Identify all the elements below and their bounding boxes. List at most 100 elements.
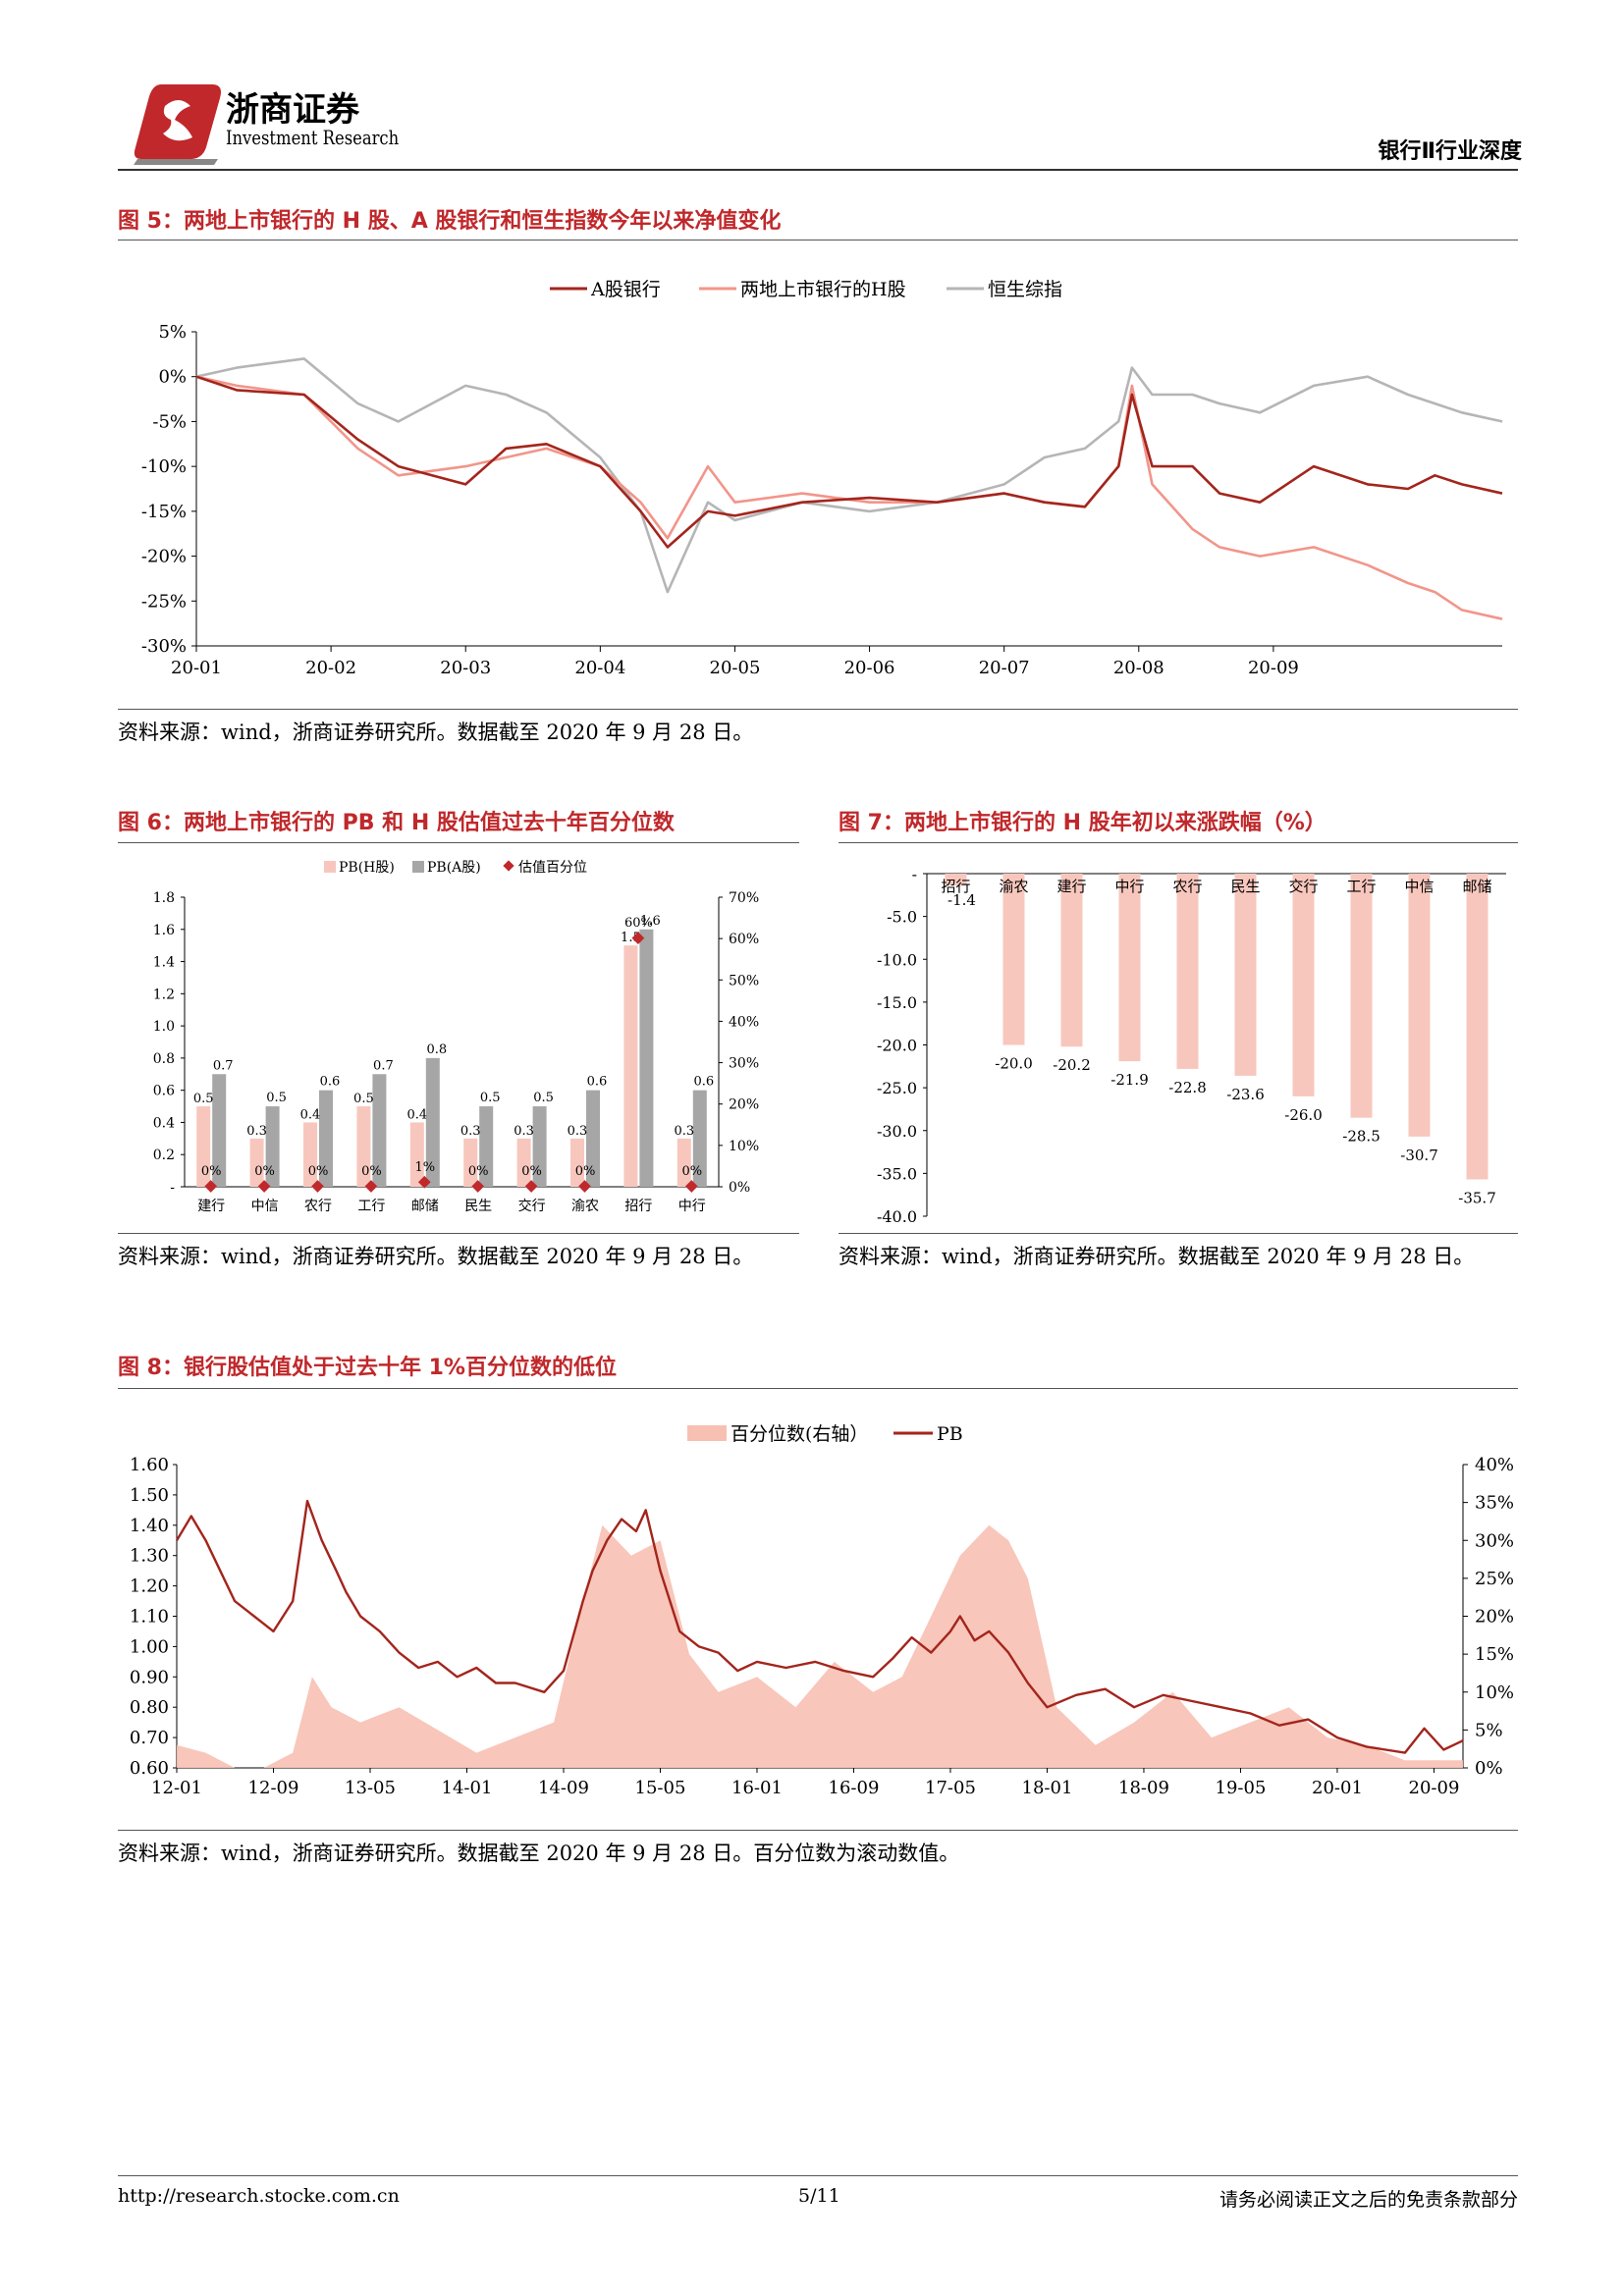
company-logo-icon [134, 84, 221, 165]
fig5-series-line-1 [195, 375, 1503, 549]
fig6-label-pct: 0% [681, 1164, 702, 1179]
fig6-label-pb-a: 1.6 [640, 914, 661, 929]
fig6-y-right-tick-label: 30% [729, 1056, 759, 1072]
fig7-value-label: -23.6 [1226, 1086, 1264, 1103]
fig7-top-rule [839, 842, 1518, 843]
fig7-value-label: -28.5 [1342, 1128, 1380, 1146]
fig6-label-pb-h: 0.5 [353, 1092, 374, 1106]
fig6-label-pb-h: 0.3 [568, 1124, 588, 1139]
fig6-legend-label: 估值百分位 [518, 860, 587, 876]
fig8-x-tick-label: 18-01 [1022, 1778, 1073, 1798]
fig6-y-left-tick-label: 1.6 [153, 923, 175, 938]
fig6-bar-pb-a [425, 1057, 440, 1187]
fig7-bottom-rule [839, 1233, 1518, 1234]
fig7-x-tick-label: 渝农 [999, 878, 1028, 895]
fig5-y-tick-label: -25% [141, 591, 187, 612]
fig8-y-left-tick-label: 1.10 [130, 1607, 169, 1628]
fig7-y-tick-label: -35.0 [877, 1164, 917, 1183]
fig6-bar-pb-a [586, 1090, 600, 1187]
fig6-bar-pb-a [692, 1090, 707, 1187]
fig8-x-tick-label: 12-09 [248, 1778, 299, 1798]
fig8-x-tick-label: 15-05 [635, 1778, 686, 1798]
footer-rule [118, 2175, 1518, 2176]
fig6-y-left-tick-label: - [170, 1180, 175, 1196]
fig7-bar [1176, 874, 1199, 1069]
fig6-y-left-tick-label: 0.2 [153, 1148, 175, 1163]
fig7-value-label: -1.4 [947, 891, 976, 909]
fig6-label-pb-a: 0.5 [533, 1091, 554, 1105]
fig6-bar-pb-h [463, 1138, 478, 1187]
fig7-bar [1002, 874, 1025, 1045]
fig8-legend-label: PB [937, 1423, 963, 1445]
fig6-x-tick-label: 工行 [357, 1199, 385, 1214]
fig7-value-label: -30.7 [1400, 1147, 1437, 1164]
fig8-y-left-tick-label: 1.40 [130, 1516, 169, 1536]
fig5-x-tick-label: 20-07 [979, 658, 1030, 678]
fig5-y-tick-label: -10% [141, 456, 187, 477]
fig6-label-pb-h: 0.4 [300, 1107, 321, 1122]
fig6-label-pct: 0% [254, 1164, 275, 1179]
fig6-label-pb-h: 0.3 [514, 1124, 534, 1139]
fig8-x-tick-label: 18-09 [1118, 1778, 1169, 1798]
fig6-label-pct: 0% [308, 1164, 329, 1179]
fig7-x-tick-label: 工行 [1346, 878, 1376, 895]
fig6-y-left-tick-label: 1.8 [153, 890, 175, 906]
fig6-label-pb-h: 0.5 [193, 1092, 214, 1106]
fig7-x-tick-label: 交行 [1288, 878, 1318, 895]
page-header: 浙商证券 Investment Research 银行Ⅱ行业深度 [118, 77, 1522, 175]
fig6-x-tick-label: 农行 [304, 1199, 332, 1214]
fig6-label-pct: 0% [201, 1164, 222, 1179]
fig7-bar [1060, 874, 1083, 1047]
fig8-y-right-tick-label: 20% [1475, 1607, 1514, 1628]
fig8-pb-line [175, 1499, 1464, 1754]
fig6-bar-pb-a [265, 1106, 280, 1187]
fig6-y-right-tick-label: 10% [729, 1139, 759, 1154]
fig7-y-tick-label: -25.0 [877, 1079, 917, 1097]
fig6-x-tick-label: 招行 [624, 1199, 652, 1214]
header-rule [118, 169, 1518, 171]
fig6-legend-swatch [412, 861, 424, 873]
fig6-y-right-tick-label: 60% [729, 932, 759, 947]
fig6-label-pb-h: 0.4 [406, 1107, 427, 1122]
fig6-bottom-rule [118, 1233, 799, 1234]
fig5-y-tick-label: 5% [158, 322, 187, 343]
fig7-chart: - -5.0 -10.0 -15.0 -20.0 -25.0 -30.0 -35.0 -40.0… [877, 865, 1506, 1226]
fig6-label-pb-a: 0.5 [480, 1091, 501, 1105]
fig6-top-rule [118, 842, 799, 843]
fig6-y-right-tick-label: 70% [729, 890, 759, 906]
fig6-title: 图 6：两地上市银行的 PB 和 H 股估值过去十年百分位数 [118, 811, 675, 835]
fig8-y-left-tick-label: 0.70 [130, 1728, 169, 1748]
fig7-value-label: -20.2 [1053, 1056, 1090, 1074]
fig7-y-tick-label: -40.0 [877, 1207, 917, 1226]
footer-url[interactable]: http://research.stocke.com.cn [118, 2185, 400, 2207]
fig8-x-tick-label: 12-01 [151, 1778, 202, 1798]
fig6-label-pct: 0% [468, 1164, 489, 1179]
fig7-y-tick-label: -10.0 [877, 950, 917, 969]
fig6-label-pb-a: 0.8 [426, 1042, 447, 1057]
fig6-x-tick-label: 中行 [678, 1199, 706, 1214]
fig8-legend-swatch [687, 1425, 727, 1441]
fig7-value-label: -26.0 [1284, 1106, 1322, 1124]
fig7-x-tick-label: 中行 [1114, 878, 1144, 895]
fig6-bar-pb-h [196, 1106, 211, 1187]
fig6-bar-pb-h [677, 1138, 691, 1187]
fig8-y-right-tick-label: 15% [1475, 1644, 1514, 1665]
fig5-chart: A股银行 两地上市银行的H股 恒生综指 5% 0% -5% -10% -15% -20% -25%… [141, 279, 1503, 678]
fig7-x-tick-label: 民生 [1230, 878, 1260, 895]
fig8-y-right-tick-label: 40% [1475, 1455, 1514, 1475]
fig5-x-tick-label: 20-02 [305, 658, 356, 678]
fig8-chart: 百分位数(右轴） PB 1.60 1.50 1.40 1.30 1.20 1.10 1.00 0.… [130, 1423, 1514, 1798]
fig8-y-right-tick-label: 10% [1475, 1682, 1514, 1703]
fig7-y-tick-label: - [912, 865, 917, 883]
fig5-bottom-rule [118, 709, 1518, 710]
fig6-legend-swatch [324, 861, 336, 873]
fig7-bar [1118, 874, 1141, 1062]
fig5-y-tick-label: -30% [141, 636, 187, 657]
fig6-y-left-tick-label: 1.4 [153, 955, 175, 971]
fig8-y-left-tick-label: 0.90 [130, 1667, 169, 1687]
fig5-x-tick-label: 20-04 [574, 658, 625, 678]
fig6-bar-pb-a [212, 1074, 227, 1187]
fig6-bar-pb-a [319, 1090, 333, 1187]
fig8-x-tick-label: 13-05 [345, 1778, 396, 1798]
fig8-x-tick-label: 20-09 [1409, 1778, 1460, 1798]
